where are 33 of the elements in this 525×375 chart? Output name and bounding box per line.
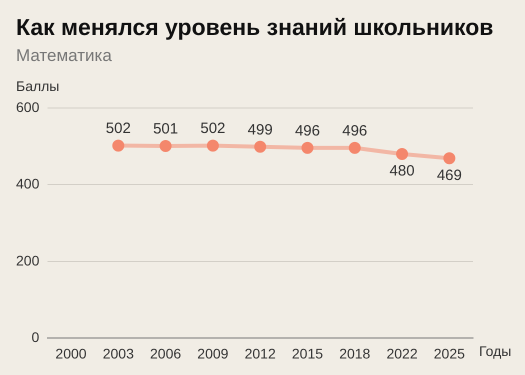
point [160,140,172,152]
data-label: 501 [153,120,178,138]
x-tick-label: 2022 [386,345,418,362]
x-tick-label: 2018 [339,345,371,362]
y-tick-label: 400 [16,176,40,192]
data-label: 496 [294,122,320,140]
point [301,142,314,154]
data-label: 499 [248,121,273,138]
x-tick-label: 2025 [434,345,466,362]
point [348,142,361,154]
chart-title: Как менялся уровень знаний школьников [16,14,494,41]
data-label: 502 [106,120,131,138]
x-axis-title: Годы [479,343,512,360]
y-tick-label: 600 [16,98,40,115]
x-tick-label: 2015 [292,345,324,362]
point [254,140,266,153]
y-axis-title: Баллы [16,78,60,94]
point [396,148,408,160]
x-tick-label: 2012 [244,345,276,362]
x-tick-label: 2000 [55,345,87,362]
y-tick-label: 0 [32,329,40,346]
data-label: 469 [436,166,462,184]
x-tick-label: 2009 [197,345,229,362]
data-label: 502 [200,120,226,138]
data-label: 480 [390,162,415,180]
x-tick-label: 2006 [150,345,182,362]
chart-subtitle: Математика [16,46,112,66]
data-label: 496 [342,122,368,140]
y-tick-label: 200 [16,252,40,268]
point [112,140,124,152]
point [206,140,219,152]
x-tick-label: 2003 [102,345,134,362]
point [443,152,456,164]
